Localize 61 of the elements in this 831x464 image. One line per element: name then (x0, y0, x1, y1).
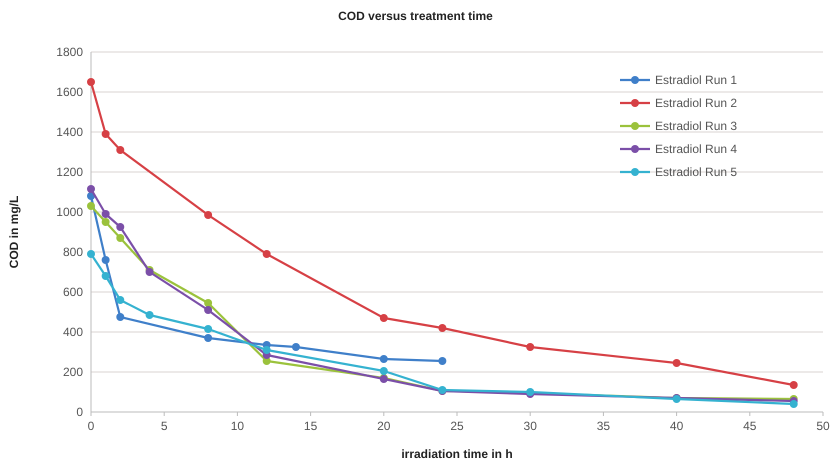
point (380, 355, 388, 363)
point (102, 210, 110, 218)
point (204, 306, 212, 314)
legend-label: Estradiol Run 2 (655, 96, 738, 110)
point (116, 234, 124, 242)
point (292, 343, 300, 351)
point (262, 346, 271, 354)
point (87, 185, 95, 193)
point (87, 202, 95, 210)
legend-label: Estradiol Run 1 (655, 73, 738, 87)
x-tick-label: 50 (816, 419, 830, 433)
y-tick-label: 0 (76, 405, 84, 419)
x-tick-label: 10 (230, 419, 244, 433)
point (102, 256, 110, 264)
legend-label: Estradiol Run 4 (655, 142, 738, 156)
y-tick-label: 1400 (56, 125, 84, 139)
y-tick-label: 400 (62, 325, 84, 339)
point (116, 146, 124, 154)
point (380, 367, 388, 375)
chart-title: COD versus treatment time (338, 9, 494, 23)
y-tick-label: 1000 (56, 205, 84, 219)
point (87, 78, 95, 86)
point (438, 324, 446, 332)
point (262, 250, 271, 258)
point (204, 211, 212, 219)
x-axis-title: irradiation time in h (401, 447, 513, 461)
x-tick-label: 0 (88, 419, 95, 433)
point (102, 218, 110, 226)
legend-label: Estradiol Run 3 (655, 119, 738, 133)
point (116, 223, 124, 231)
point (790, 381, 798, 389)
point (672, 359, 681, 367)
point (526, 343, 534, 351)
x-tick-label: 35 (596, 419, 610, 433)
point (102, 272, 110, 280)
point (204, 299, 212, 307)
x-tick-label: 25 (450, 419, 464, 433)
y-axis-title: COD in mg/L (7, 196, 21, 268)
y-tick-label: 800 (62, 245, 84, 259)
y-tick-label: 1800 (56, 45, 84, 59)
point (146, 311, 154, 319)
x-tick-label: 40 (670, 419, 684, 433)
x-tick-label: 30 (524, 419, 538, 433)
x-tick-label: 20 (377, 419, 391, 433)
y-tick-label: 200 (62, 365, 84, 379)
x-tick-label: 15 (304, 419, 318, 433)
y-tick-label: 1200 (56, 165, 84, 179)
point (102, 130, 110, 138)
point (790, 400, 798, 408)
y-tick-label: 1600 (56, 85, 84, 99)
point (380, 314, 388, 322)
point (438, 357, 446, 365)
point (116, 296, 124, 304)
x-tick-label: 45 (743, 419, 757, 433)
point (204, 334, 212, 342)
point (116, 313, 124, 321)
y-tick-label: 600 (62, 285, 84, 299)
point (87, 250, 95, 258)
point (204, 325, 212, 333)
x-tick-label: 5 (160, 419, 168, 433)
legend-label: Estradiol Run 5 (655, 165, 738, 179)
